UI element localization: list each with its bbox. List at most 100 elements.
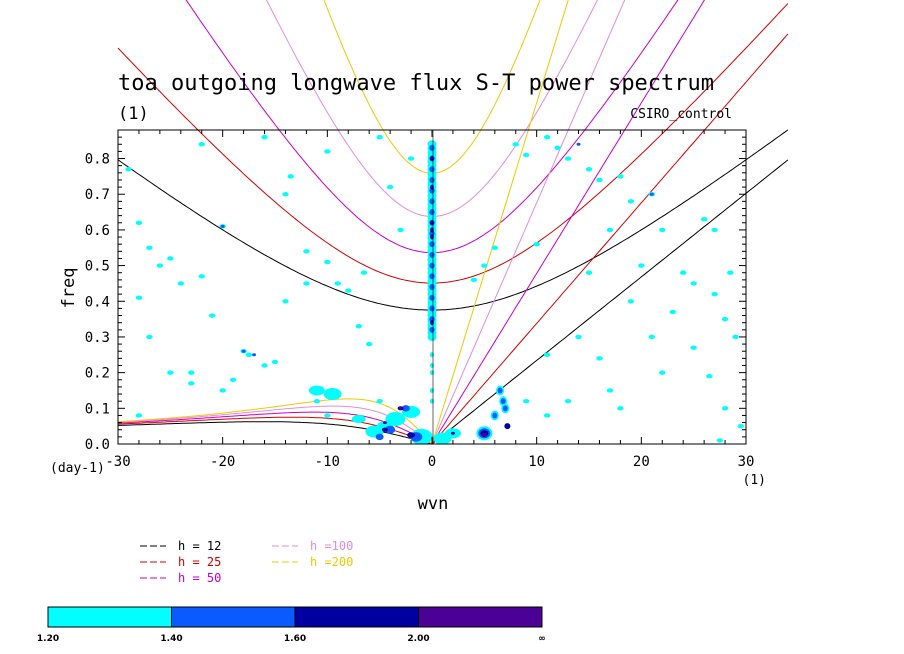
power-contour (345, 288, 352, 293)
power-contour (375, 433, 384, 441)
power-contour (721, 316, 729, 322)
power-contour (523, 398, 530, 404)
colorbar: 1.20 1.40 1.60 2.00 ∞ (37, 606, 546, 644)
power-contour (504, 423, 511, 430)
power-contour (135, 413, 143, 418)
power-contour (721, 406, 729, 411)
power-contour (360, 270, 368, 275)
power-contour (470, 277, 478, 283)
x-axis-label: wvn (418, 494, 449, 514)
power-contour (727, 270, 734, 275)
power-contour (429, 273, 435, 280)
power-contour (324, 413, 331, 418)
power-contour (313, 398, 321, 404)
power-contour (198, 142, 205, 147)
power-contour (564, 156, 572, 161)
legend-label: h =200 (310, 555, 353, 569)
power-contour (690, 345, 697, 350)
rossby-curve (117, 411, 433, 445)
colorbar-label: 1.40 (160, 634, 182, 644)
power-contour (430, 387, 434, 393)
x-tick-label: -10 (315, 454, 340, 470)
power-contour (146, 334, 153, 340)
power-contour (554, 145, 561, 151)
power-contour (287, 174, 294, 179)
inertia-gravity-curve (117, 129, 789, 311)
x-units-label: (1) (743, 473, 766, 488)
power-contour (596, 177, 603, 183)
chart-title: toa outgoing longwave flux S-T power spe… (118, 71, 714, 96)
power-contour (429, 251, 435, 258)
power-contour (430, 398, 434, 404)
x-tick-label: 20 (633, 454, 650, 470)
power-contour (177, 281, 184, 286)
colorbar-label: 1.60 (284, 634, 306, 644)
x-tick-label: -20 (210, 454, 235, 470)
power-contour (690, 281, 697, 286)
power-contour (146, 245, 153, 250)
y-tick-label: 0.5 (85, 259, 110, 275)
kelvin-curve (431, 159, 789, 445)
chart-subtitle: (1) (118, 104, 149, 124)
power-contour (429, 176, 435, 183)
power-contour (427, 140, 437, 149)
power-contour (430, 370, 434, 376)
power-contour (366, 341, 373, 347)
legend-label: h =100 (310, 539, 353, 553)
power-contour (241, 349, 246, 353)
colorbar-segment (171, 606, 296, 628)
legend-label: h = 50 (178, 571, 221, 585)
power-contour (429, 284, 435, 290)
power-contour (543, 134, 551, 140)
colorbar-label: 2.00 (407, 634, 429, 644)
power-contour (351, 415, 366, 424)
model-label: CSIRO_control (630, 107, 732, 122)
power-contour (376, 398, 383, 404)
power-contour (700, 217, 708, 222)
power-contour (711, 291, 718, 297)
power-contour (429, 209, 435, 216)
power-contour (188, 381, 195, 386)
kelvin-curve (431, 33, 789, 445)
power-contour (398, 406, 403, 410)
power-contour (596, 356, 603, 361)
power-contour (407, 156, 415, 161)
power-contour (324, 149, 331, 154)
kelvin-curve (431, 0, 706, 445)
power-contour (659, 227, 666, 233)
colorbar-label: ∞ (538, 634, 546, 644)
power-contour (617, 174, 624, 179)
power-contour (219, 388, 226, 393)
rossby-curve (117, 405, 433, 445)
power-contour (282, 192, 289, 197)
power-contours (125, 134, 744, 444)
x-tick-label: 30 (738, 454, 755, 470)
power-contour (125, 167, 132, 172)
power-contour (737, 423, 744, 429)
power-contour (430, 352, 434, 358)
power-contour (355, 324, 362, 329)
power-contour (252, 353, 257, 357)
legend-label: h = 12 (178, 539, 221, 553)
colorbar-segment (418, 606, 543, 628)
power-contour (502, 405, 508, 412)
power-contour (324, 259, 331, 265)
power-contour (638, 263, 645, 268)
power-contour (680, 270, 687, 275)
power-contour (429, 294, 435, 301)
power-contour (261, 363, 268, 368)
power-contour (407, 432, 416, 438)
power-contour (627, 199, 635, 204)
dispersion-curves (117, 0, 789, 445)
legend-label: h = 25 (178, 555, 221, 569)
power-contour (575, 334, 582, 340)
axes: -30 -20 -10 0 10 20 30 0.0 0.1 0.2 0.3 0.4 0.5 0.6 0.7… (85, 130, 755, 470)
power-contour (450, 431, 455, 435)
y-tick-label: 0.8 (85, 152, 110, 168)
y-units-label: (day-1) (50, 461, 105, 476)
x-tick-label: 0 (428, 454, 436, 470)
power-contour (271, 359, 279, 365)
inertia-gravity-curve (117, 3, 789, 284)
